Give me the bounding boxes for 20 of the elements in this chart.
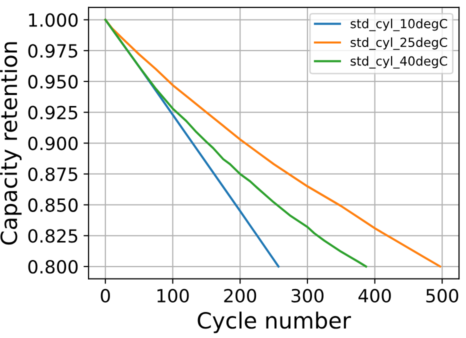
- y-tick-label: 0.800: [28, 260, 78, 274]
- y-tick-label: 0.900: [28, 136, 78, 150]
- x-axis-title: Cycle number: [198, 312, 352, 334]
- y-tick-label: 0.975: [28, 44, 78, 58]
- legend-label: std_cyl_25degC: [350, 37, 448, 50]
- x-tick-label: 100: [157, 288, 189, 303]
- x-tick-label: 500: [426, 288, 458, 303]
- y-tick-label: 0.825: [28, 229, 78, 243]
- y-tick-label: 0.875: [28, 167, 78, 182]
- x-tick-label: 0: [100, 288, 110, 303]
- y-tick-label: 0.850: [28, 198, 78, 212]
- x-tick-label: 200: [224, 288, 256, 303]
- y-axis-title: Capacity retention: [0, 42, 22, 245]
- y-tick-label: 0.950: [28, 74, 78, 89]
- y-tick-label: 0.925: [28, 106, 78, 120]
- y-tick-label: 1.000: [29, 13, 78, 27]
- legend-label: std_cyl_40degC: [350, 56, 448, 69]
- legend-label: std_cyl_10degC: [350, 18, 448, 32]
- x-tick-label: 300: [292, 288, 324, 303]
- x-tick-label: 400: [358, 288, 391, 303]
